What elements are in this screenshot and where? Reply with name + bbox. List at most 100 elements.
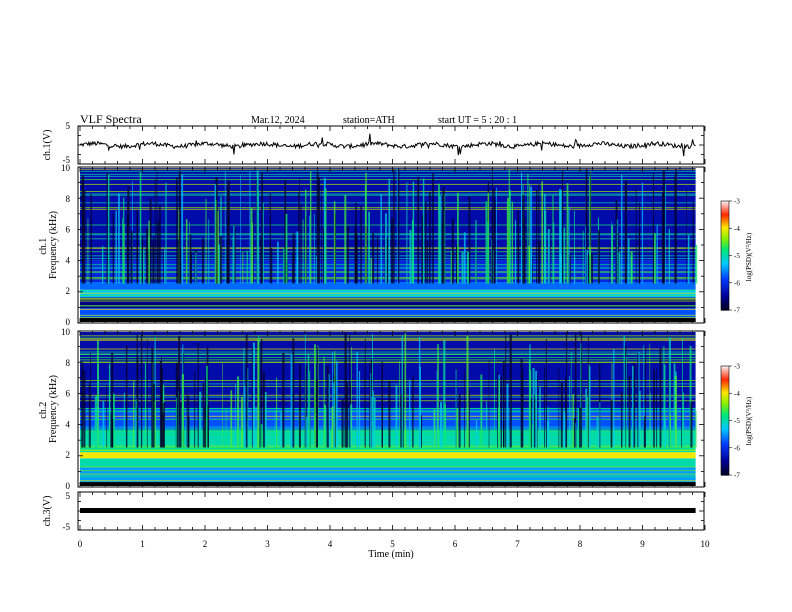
spectrogram-streak <box>269 193 271 284</box>
spectrogram-band <box>80 308 696 319</box>
colorbar-swatch <box>721 262 729 266</box>
spectrogram-streak <box>401 335 403 448</box>
ch2-colorbar-label: log(PSD)(V²/Hz) <box>745 396 753 445</box>
spectrogram-streak <box>690 401 693 448</box>
colorbar-swatch <box>721 465 729 469</box>
ch3-waveform-ticks <box>78 491 706 531</box>
spectrogram-streak <box>251 345 253 448</box>
spectrogram-streak <box>466 336 469 448</box>
spectrogram-ytick-label: 6 <box>66 225 71 235</box>
spectrogram-streak <box>306 417 308 448</box>
spectrogram-streak <box>322 226 325 284</box>
spectrogram-streak <box>237 376 240 448</box>
colorbar-swatch <box>721 226 729 229</box>
spectrogram-streak <box>165 182 167 284</box>
spectrogram-line <box>80 170 696 172</box>
spectrogram-streak <box>316 256 318 284</box>
spectrogram-streak <box>488 360 490 448</box>
spectrogram-streak <box>458 394 461 448</box>
spectrogram-streak <box>588 364 590 448</box>
colorbar-swatch <box>721 442 729 445</box>
spectrogram-streak <box>597 230 600 284</box>
spectrogram-streak <box>207 404 209 448</box>
spectrogram-streak <box>349 334 351 448</box>
spectrogram-line <box>80 433 696 435</box>
spectrogram-line <box>80 317 696 319</box>
spectrogram-streak <box>179 402 182 448</box>
colorbar-swatch <box>721 369 729 372</box>
colorbar-tick-label: -4 <box>734 390 740 398</box>
spectrogram-line <box>80 353 696 355</box>
colorbar-swatch <box>721 237 729 240</box>
spectrogram-streak <box>264 392 267 448</box>
spectrogram-streak <box>358 371 361 448</box>
spectrogram-streak <box>316 171 319 284</box>
spectrogram-streak <box>151 347 154 448</box>
spectrogram-streak <box>456 245 458 284</box>
colorbar-tick-label: -7 <box>734 307 740 315</box>
spectrogram-streak <box>644 416 646 448</box>
spectrogram-streak <box>346 226 349 284</box>
spectrogram-streak <box>494 349 495 448</box>
colorbar-swatch <box>721 427 729 431</box>
spectrogram-streak <box>146 228 148 284</box>
spectrogram-streak <box>437 344 439 448</box>
spectrogram-ytick-label: 2 <box>66 286 71 296</box>
colorbar-swatch <box>721 266 729 269</box>
spectrogram-streak <box>181 174 184 284</box>
spectrogram-streak <box>182 387 183 448</box>
colorbar-swatch <box>721 208 729 211</box>
spectrogram-streak <box>630 251 633 284</box>
spectrogram-line <box>80 474 696 476</box>
spectrogram-streak <box>243 347 245 448</box>
spectrogram-streak <box>110 413 112 448</box>
spectrogram-streak <box>224 171 226 284</box>
spectrogram-streak <box>538 241 541 284</box>
spectrogram-streak <box>618 252 621 284</box>
colorbar-swatch <box>721 371 729 374</box>
spectrogram-streak <box>461 251 464 284</box>
spectrogram-streak <box>276 377 278 448</box>
spectrogram-streak <box>360 206 362 284</box>
colorbar-swatch <box>721 308 729 311</box>
spectrogram-streak <box>292 338 295 448</box>
colorbar-swatch <box>721 253 729 257</box>
colorbar-swatch <box>721 422 729 425</box>
colorbar-swatch <box>721 418 729 422</box>
spectrogram-streak <box>527 173 529 284</box>
colorbar-swatch <box>721 295 729 298</box>
figure-title: VLF Spectra <box>80 112 142 126</box>
colorbar-swatch <box>721 396 729 400</box>
colorbar-swatch <box>721 444 729 447</box>
spectrogram-streak <box>417 176 420 284</box>
spectrogram-streak <box>253 212 254 284</box>
colorbar-swatch <box>721 273 729 277</box>
spectrogram-streak <box>290 354 293 448</box>
spectrogram-line <box>80 168 696 170</box>
spectrogram-ytick-label: 4 <box>66 419 71 429</box>
colorbar-swatch <box>721 239 729 242</box>
spectrogram-streak <box>140 333 143 448</box>
spectrogram-streak <box>372 233 375 284</box>
spectrogram-streak <box>202 383 205 448</box>
spectrogram-line <box>80 418 696 420</box>
spectrogram-streak <box>521 370 524 448</box>
colorbar-swatch <box>721 213 729 217</box>
spectrogram-line <box>80 207 696 209</box>
spectrogram-streak <box>585 388 588 448</box>
spectrogram-streak <box>252 222 254 284</box>
colorbar-swatch <box>721 433 729 436</box>
spectrogram-streak <box>427 240 429 284</box>
spectrogram-streak <box>553 222 555 284</box>
colorbar-swatch <box>721 404 729 407</box>
colorbar-swatch <box>721 280 729 284</box>
spectrogram-streak <box>298 192 300 284</box>
spectrogram-streak <box>675 169 677 284</box>
colorbar-tick-label: -3 <box>734 363 740 371</box>
ch1-spectrogram-ticks <box>78 166 706 324</box>
spectrogram-streak <box>397 168 400 284</box>
spectrogram-streak <box>487 221 489 284</box>
spectrogram-streak <box>587 253 589 284</box>
spectrogram-streak <box>507 197 509 284</box>
spectrogram-streak <box>152 237 155 284</box>
